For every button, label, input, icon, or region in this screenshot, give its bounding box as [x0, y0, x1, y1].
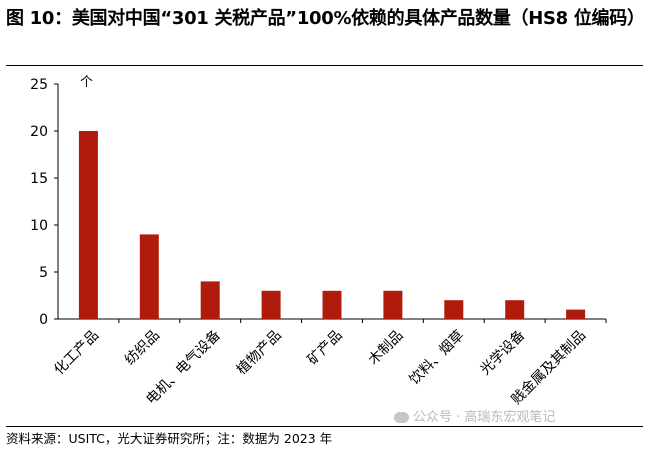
y-tick-label: 5: [39, 265, 48, 281]
title-divider: [6, 65, 643, 66]
x-category-label: 光学设备: [477, 327, 529, 379]
x-category-label: 植物产品: [234, 327, 285, 378]
bar: [444, 300, 464, 319]
source-note: 资料来源：USITC，光大证券研究所；注：数据为 2023 年: [6, 431, 333, 446]
watermark-text: 公众号 · 高瑞东宏观笔记: [413, 410, 556, 425]
x-category-label: 纺织品: [122, 327, 163, 368]
y-tick-label: 20: [30, 124, 48, 140]
x-category-label: 饮料、烟草: [407, 327, 468, 388]
y-axis-unit-label: 个: [80, 75, 93, 90]
wechat-icon: [394, 412, 409, 423]
x-category-label: 木制品: [365, 327, 406, 368]
y-axis-ticks: 0 5 10 15 20 25: [30, 77, 58, 328]
x-category-label: 化工产品: [51, 327, 102, 378]
bar: [139, 234, 159, 319]
bar: [566, 309, 586, 319]
bar: [200, 281, 220, 319]
bar-series: [78, 131, 586, 319]
y-tick-label: 25: [30, 77, 48, 93]
footer-divider: [6, 426, 643, 427]
watermark: 公众号 · 高瑞东宏观笔记: [394, 410, 555, 426]
bar: [78, 131, 98, 319]
y-tick-label: 15: [30, 171, 48, 187]
bar: [383, 290, 403, 319]
bar: [505, 300, 525, 319]
y-tick-label: 0: [39, 312, 48, 328]
x-category-label: 矿产品: [305, 327, 346, 368]
bar: [261, 290, 281, 319]
y-tick-label: 10: [30, 218, 48, 234]
figure-title: 图 10：美国对中国“301 关税产品”100%依赖的具体产品数量（HS8 位编…: [6, 8, 645, 29]
bar: [322, 290, 342, 319]
